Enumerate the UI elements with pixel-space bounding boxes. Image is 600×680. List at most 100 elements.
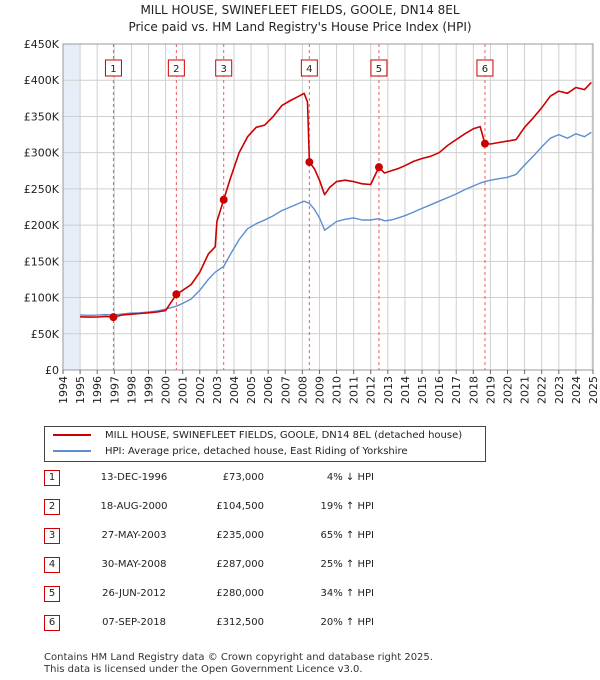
x-tick-label: 2018	[467, 376, 480, 404]
transaction-price: £287,000	[216, 559, 264, 570]
x-tick-label: 1994	[57, 376, 70, 404]
shaded-range	[63, 44, 81, 370]
transaction-number: 5	[44, 586, 60, 602]
y-tick-label: £200K	[24, 219, 60, 232]
plot-area	[63, 44, 593, 370]
sale-label-box	[300, 59, 318, 77]
sale-label: 4	[306, 64, 312, 75]
y-tick-label: £300K	[24, 147, 60, 160]
x-tick-label: 1995	[74, 376, 87, 404]
chart-legend: MILL HOUSE, SWINEFLEET FIELDS, GOOLE, DN…	[44, 426, 486, 462]
transaction-price: £73,000	[222, 472, 264, 483]
sale-label: 3	[221, 64, 227, 75]
sale-label-box	[104, 59, 122, 77]
chart-title-line1: MILL HOUSE, SWINEFLEET FIELDS, GOOLE, DN…	[140, 3, 460, 17]
sale-label: 5	[376, 64, 382, 75]
transaction-date: 13-DEC-1996	[100, 472, 168, 483]
transaction-number: 3	[44, 528, 60, 544]
transaction-price: £280,000	[216, 588, 264, 599]
legend-item-hpi: HPI: Average price, detached house, East…	[53, 444, 408, 460]
y-tick-label: £150K	[24, 255, 60, 268]
sale-point	[219, 195, 228, 204]
x-tick-label: 2003	[211, 376, 224, 404]
y-tick-label: £100K	[24, 292, 60, 305]
x-tick-label: 2011	[348, 376, 361, 404]
sale-label-box	[167, 59, 185, 77]
x-tick-label: 2000	[160, 376, 173, 404]
x-tick-label: 2015	[416, 376, 429, 404]
price-chart: 1 2 3 4 5 6 £0 £50K £100K £150K £200K £250K £300K £35…	[24, 38, 600, 404]
y-tick-label: £250K	[24, 183, 60, 196]
x-tick-label: 2008	[296, 376, 309, 404]
transaction-price: £312,500	[216, 617, 264, 628]
sale-label-box	[215, 59, 233, 77]
sale-label: 2	[173, 64, 179, 75]
x-tick-label: 1999	[142, 376, 155, 404]
x-tick-label: 2020	[502, 376, 515, 404]
transaction-date: 07-SEP-2018	[102, 617, 166, 628]
x-tick-label: 1998	[125, 376, 138, 404]
y-tick-label: £350K	[24, 110, 60, 123]
table-row: 4 30-MAY-2008 £287,000 25% ↑ HPI	[44, 555, 444, 575]
sale-point	[109, 313, 118, 322]
transaction-date: 26-JUN-2012	[102, 588, 166, 599]
y-tick-label: £0	[45, 364, 59, 377]
sale-point	[172, 290, 181, 299]
sale-point	[374, 163, 383, 172]
legend-swatch-price	[53, 434, 91, 436]
table-row: 2 18-AUG-2000 £104,500 19% ↑ HPI	[44, 497, 444, 517]
x-tick-label: 1997	[108, 376, 121, 404]
sale-label: 6	[482, 64, 488, 75]
transaction-hpi: 25% ↑ HPI	[320, 559, 374, 570]
transaction-hpi: 65% ↑ HPI	[320, 530, 374, 541]
transaction-hpi: 20% ↑ HPI	[320, 617, 374, 628]
transaction-price: £104,500	[216, 501, 264, 512]
sale-label: 1	[110, 64, 116, 75]
x-tick-label: 2023	[553, 376, 566, 404]
x-tick-label: 2016	[433, 376, 446, 404]
x-tick-label: 2001	[177, 376, 190, 404]
x-tick-label: 2017	[450, 376, 463, 404]
x-tick-label: 2004	[228, 376, 241, 404]
x-tick-label: 2009	[313, 376, 326, 404]
sale-point	[305, 158, 314, 167]
sale-label-box	[370, 59, 388, 77]
plot-border	[62, 43, 594, 371]
x-tick-label: 1996	[91, 376, 104, 404]
x-tick-label: 2012	[365, 376, 378, 404]
y-tick-label: £50K	[31, 328, 60, 341]
sale-label-box	[476, 59, 494, 77]
transaction-number: 6	[44, 615, 60, 631]
x-tick-label: 2007	[279, 376, 292, 404]
transaction-hpi: 4% ↓ HPI	[326, 472, 374, 483]
x-tick-label: 2021	[519, 376, 532, 404]
transaction-date: 18-AUG-2000	[100, 501, 168, 512]
x-tick-label: 2013	[382, 376, 395, 404]
table-row: 5 26-JUN-2012 £280,000 34% ↑ HPI	[44, 584, 444, 604]
transaction-hpi: 34% ↑ HPI	[320, 588, 374, 599]
transaction-hpi: 19% ↑ HPI	[320, 501, 374, 512]
x-tick-label: 2022	[536, 376, 549, 404]
sale-point	[480, 139, 489, 148]
legend-swatch-hpi	[53, 450, 91, 452]
hpi-line	[80, 131, 592, 316]
x-tick-label: 2006	[262, 376, 275, 404]
transaction-date: 30-MAY-2008	[101, 559, 167, 570]
transaction-price: £235,000	[216, 530, 264, 541]
table-row: 6 07-SEP-2018 £312,500 20% ↑ HPI	[44, 613, 444, 633]
transaction-number: 2	[44, 499, 60, 515]
legend-item-price: MILL HOUSE, SWINEFLEET FIELDS, GOOLE, DN…	[53, 428, 462, 444]
transaction-number: 4	[44, 557, 60, 573]
table-row: 3 27-MAY-2003 £235,000 65% ↑ HPI	[44, 526, 444, 546]
chart-title-line2: Price paid vs. HM Land Registry's House …	[128, 20, 472, 34]
table-row: 1 13-DEC-1996 £73,000 4% ↓ HPI	[44, 468, 444, 488]
legend-label-hpi: HPI: Average price, detached house, East…	[105, 446, 408, 457]
x-tick-label: 2005	[245, 376, 258, 404]
footer-copyright: Contains HM Land Registry data © Crown c…	[44, 652, 433, 663]
y-tick-label: £400K	[24, 74, 60, 87]
x-tick-label: 2010	[331, 376, 344, 404]
legend-label-price: MILL HOUSE, SWINEFLEET FIELDS, GOOLE, DN…	[105, 430, 463, 441]
footer-licence: This data is licensed under the Open Gov…	[44, 664, 363, 675]
transaction-date: 27-MAY-2003	[101, 530, 167, 541]
y-tick-label: £450K	[24, 38, 60, 51]
